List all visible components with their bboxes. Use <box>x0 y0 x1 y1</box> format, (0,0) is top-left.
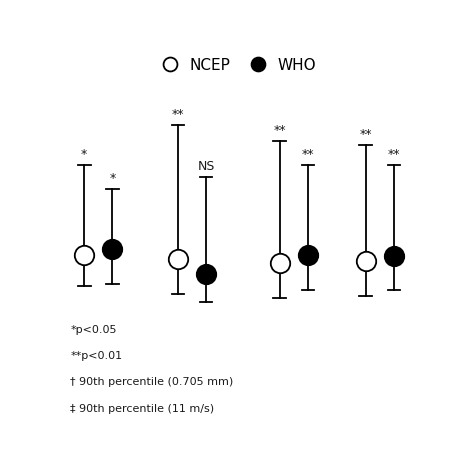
Text: **: ** <box>273 124 286 137</box>
Text: **: ** <box>388 148 400 161</box>
Text: P: P <box>376 327 383 340</box>
Text: **: ** <box>301 148 314 161</box>
Text: † 90th percentile (0.705 mm): † 90th percentile (0.705 mm) <box>70 377 234 387</box>
Text: IMT †: IMT † <box>277 327 310 340</box>
Text: *: * <box>109 172 116 185</box>
Text: ‡ 90th percentile (11 m/s): ‡ 90th percentile (11 m/s) <box>70 404 214 414</box>
Text: NS: NS <box>198 160 215 173</box>
Legend: NCEP, WHO: NCEP, WHO <box>148 52 323 79</box>
Text: Plaques (≥2): Plaques (≥2) <box>58 327 139 340</box>
Text: **: ** <box>172 108 184 121</box>
Text: **p<0.01: **p<0.01 <box>70 351 122 361</box>
Text: Carotid
Plaques (≥2): Carotid Plaques (≥2) <box>152 327 233 355</box>
Text: *p<0.05: *p<0.05 <box>70 325 117 335</box>
Text: *: * <box>81 148 87 161</box>
Text: **: ** <box>359 128 372 141</box>
